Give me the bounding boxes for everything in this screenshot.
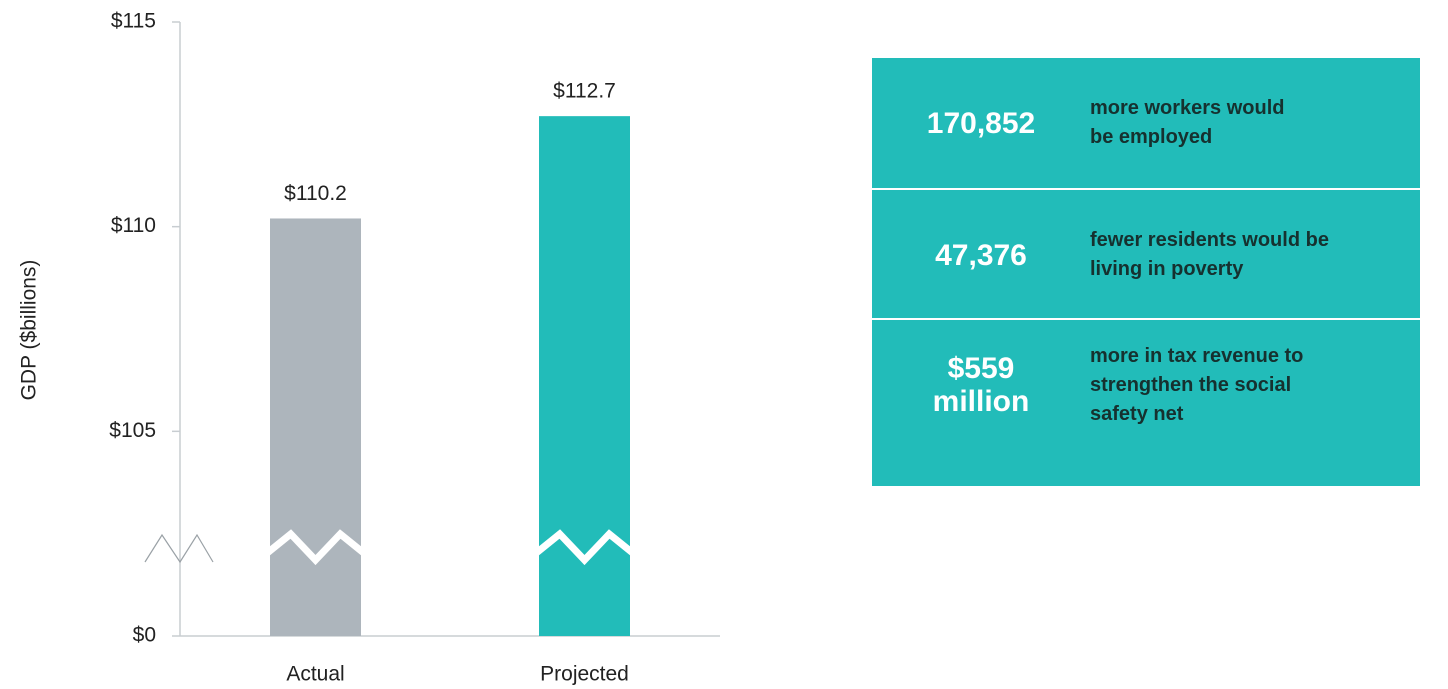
bar — [539, 116, 630, 636]
figure-line: $559 — [947, 352, 1015, 385]
y-tick-label: $105 — [109, 419, 156, 442]
value-label: $110.2 — [284, 182, 347, 205]
axis-break-mark — [263, 529, 368, 566]
bar — [270, 218, 361, 637]
axis-break-symbol — [144, 533, 214, 564]
y-tick-label: $110 — [111, 214, 156, 237]
y-tick-label: $115 — [111, 10, 156, 33]
stat-description: more in tax revenue to strengthen the soc… — [1090, 342, 1303, 429]
axis-break-mark — [532, 529, 637, 566]
value-label: $112.7 — [553, 80, 616, 103]
y-axis-label: GDP ($billions) — [18, 260, 41, 401]
description-line: more workers would — [1090, 97, 1285, 119]
description-line: be employed — [1090, 126, 1213, 148]
figure-line: 47,376 — [935, 238, 1027, 272]
x-tick-label: Actual — [286, 663, 344, 686]
stats-panel: 170,852 more workers would be employed 47,3… — [872, 58, 1420, 486]
stat-description: fewer residents would be living in povert… — [1090, 226, 1329, 284]
description-line: fewer residents would be — [1090, 229, 1329, 251]
description-line: more in tax revenue to — [1090, 344, 1304, 367]
stat-figure: $559 million — [872, 352, 1090, 418]
stat-row: 170,852 more workers would be employed — [872, 58, 1420, 188]
figure-line: 170,852 — [926, 106, 1036, 140]
stat-row: $559 million more in tax revenue to strengt… — [872, 318, 1420, 450]
description-line: safety net — [1090, 402, 1184, 425]
y-tick-label: $0 — [133, 624, 156, 647]
stat-figure: 170,852 — [872, 107, 1090, 140]
stat-description: more workers would be employed — [1090, 94, 1285, 152]
stat-row: 47,376 fewer residents would be living in … — [872, 188, 1420, 320]
stat-figure: 47,376 — [872, 239, 1090, 272]
chart: GDP ($billions) $0 $105 $110 $115 Actual $110… — [18, 10, 720, 686]
description-line: living in poverty — [1090, 258, 1244, 280]
figure-line: million — [932, 385, 1030, 418]
description-line: strengthen the social — [1090, 373, 1292, 396]
x-tick-label: Projected — [540, 663, 629, 686]
